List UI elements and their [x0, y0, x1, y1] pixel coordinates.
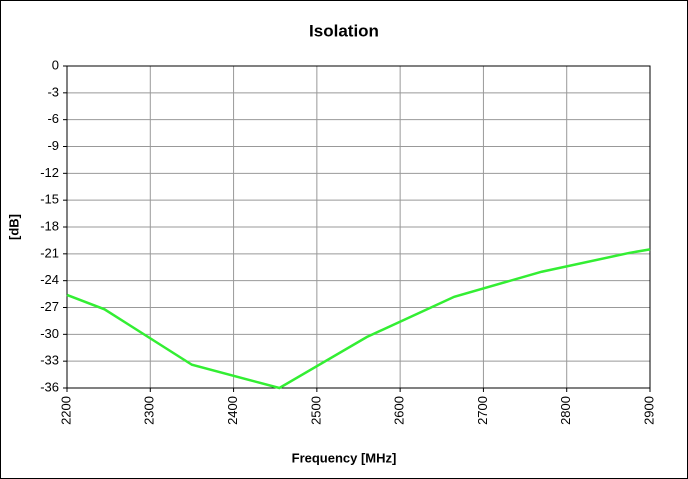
x-tick-label: 2700	[475, 396, 490, 425]
y-tick-label: -12	[40, 165, 59, 180]
y-tick-label: -21	[40, 245, 59, 260]
x-tick-label: 2900	[641, 396, 656, 425]
x-tick-label: 2300	[142, 396, 157, 425]
x-tick-label: 2800	[558, 396, 573, 425]
y-tick-label: -36	[40, 379, 59, 394]
x-tick-label: 2500	[308, 396, 323, 425]
line	[66, 248, 651, 390]
x-tick-label: 2400	[225, 396, 240, 425]
y-tick-label: -27	[40, 299, 59, 314]
y-tick-label: -15	[40, 192, 59, 207]
y-tick-label: -30	[40, 326, 59, 341]
y-tick-label: -18	[40, 218, 59, 233]
y-tick-label: -9	[47, 138, 59, 153]
y-axis-label: [dB]	[6, 214, 21, 240]
y-tick-label: -3	[47, 84, 59, 99]
plot-area	[66, 65, 651, 389]
x-axis-label: Frequency [MHz]	[292, 450, 397, 465]
y-tick-label: 0	[52, 57, 59, 72]
chart-title: Isolation	[309, 21, 379, 40]
y-tick-label: -6	[47, 111, 59, 126]
y-tick-label: -24	[40, 272, 59, 287]
x-tick-label: 2600	[392, 396, 407, 425]
x-tick-label: 2200	[58, 396, 73, 425]
y-tick-label: -33	[40, 353, 59, 368]
